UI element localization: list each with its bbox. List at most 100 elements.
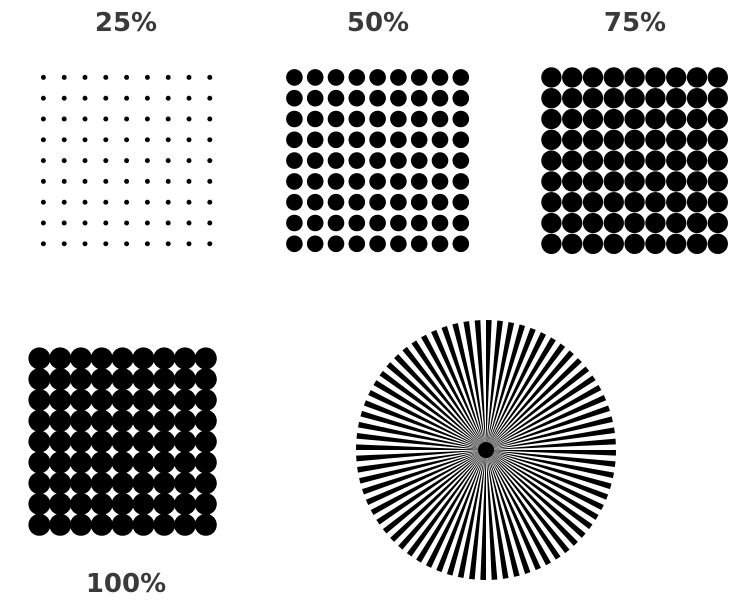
halftone-dot [624, 67, 645, 88]
halftone-dot [207, 199, 213, 205]
halftone-dot [174, 347, 196, 370]
halftone-dot [369, 214, 386, 232]
halftone-dot [410, 152, 428, 169]
halftone-dot [348, 131, 366, 149]
halftone-dot [369, 173, 386, 190]
halftone-dot [90, 451, 113, 474]
halftone-dot [61, 158, 67, 164]
halftone-dot [90, 513, 113, 536]
halftone-dot [452, 152, 470, 169]
halftone-dot [707, 108, 728, 130]
halftone-dot [686, 212, 708, 234]
starburst-spoke [486, 343, 566, 450]
halftone-dot [153, 513, 176, 536]
halftone-dot [61, 116, 67, 122]
starburst-spoke [431, 329, 486, 450]
halftone-dot [686, 108, 708, 130]
halftone-dot [686, 88, 708, 109]
halftone-dot [174, 513, 196, 536]
halftone-dot [82, 158, 88, 164]
halftone-dot [144, 178, 150, 184]
halftone-dot [40, 158, 46, 164]
halftone-dot [174, 430, 196, 453]
halftone-dot [144, 95, 150, 101]
halftone-dot [541, 88, 562, 109]
halftone-dot [645, 233, 666, 254]
starburst-spoke [379, 370, 486, 450]
halftone-dot [124, 158, 130, 164]
halftone-dot [165, 74, 171, 80]
halftone-dot [111, 347, 134, 370]
halftone-dot [194, 389, 217, 411]
halftone-dot [103, 178, 109, 184]
halftone-dot [194, 409, 217, 432]
halftone-dot [369, 152, 386, 169]
halftone-dot [327, 131, 345, 149]
halftone-dot [306, 152, 324, 169]
halftone-dot [582, 88, 604, 109]
halftone-dot [645, 150, 666, 171]
starburst-spoke [486, 320, 503, 450]
halftone-dot [90, 389, 113, 411]
halftone-dot [186, 137, 192, 143]
halftone-dot [194, 451, 217, 474]
halftone-dot [186, 95, 192, 101]
halftone-dot [28, 451, 51, 474]
halftone-dot [207, 137, 213, 143]
halftone-dot [111, 368, 134, 391]
starburst-spoke [486, 450, 578, 546]
halftone-dot [603, 192, 624, 213]
starburst-spoke [486, 450, 498, 580]
halftone-dot [562, 212, 583, 234]
dot-grid-50 [286, 69, 470, 253]
halftone-dot [645, 212, 666, 234]
halftone-dot [194, 493, 217, 515]
starburst-spoke [486, 395, 607, 450]
halftone-dot [666, 129, 687, 150]
halftone-dot [452, 110, 470, 128]
halftone-dot [707, 129, 728, 150]
halftone-dot [686, 233, 708, 254]
starburst-spoke [486, 450, 531, 574]
halftone-dot [390, 110, 407, 128]
starburst-spoke [480, 450, 486, 580]
halftone-dot [186, 241, 192, 247]
halftone-dot [61, 95, 67, 101]
halftone-dot [82, 178, 88, 184]
halftone-dot [327, 173, 345, 190]
halftone-dot [390, 152, 407, 169]
halftone-dot [207, 158, 213, 164]
halftone-dot [707, 67, 728, 88]
halftone-dot [70, 451, 92, 474]
halftone-dot [49, 493, 72, 515]
halftone-dot [70, 368, 92, 391]
halftone-dot [431, 110, 449, 128]
halftone-dot [369, 89, 386, 107]
halftone-dot [348, 214, 366, 232]
halftone-dot [174, 472, 196, 495]
halftone-dot [327, 152, 345, 169]
halftone-dot [624, 150, 645, 171]
halftone-dot [70, 347, 92, 370]
halftone-dot [90, 347, 113, 370]
halftone-dot [186, 220, 192, 226]
halftone-dot [153, 368, 176, 391]
halftone-dot [348, 69, 366, 86]
starburst-spoke [486, 358, 582, 450]
halftone-dot [286, 89, 303, 107]
halftone-dot [90, 472, 113, 495]
starburst-spoke [486, 450, 609, 500]
starburst-spoke [486, 450, 616, 456]
halftone-dot [286, 131, 303, 149]
halftone-dot [390, 89, 407, 107]
halftone-dot [70, 430, 92, 453]
halftone-dot [132, 368, 155, 391]
starburst-spoke [357, 421, 486, 450]
starburst-spoke [373, 380, 486, 450]
halftone-dot [410, 110, 428, 128]
halftone-dot [28, 513, 51, 536]
starburst-spoke [363, 400, 486, 450]
halftone-dot [431, 152, 449, 169]
halftone-dot [603, 150, 624, 171]
starburst-center [478, 442, 494, 458]
